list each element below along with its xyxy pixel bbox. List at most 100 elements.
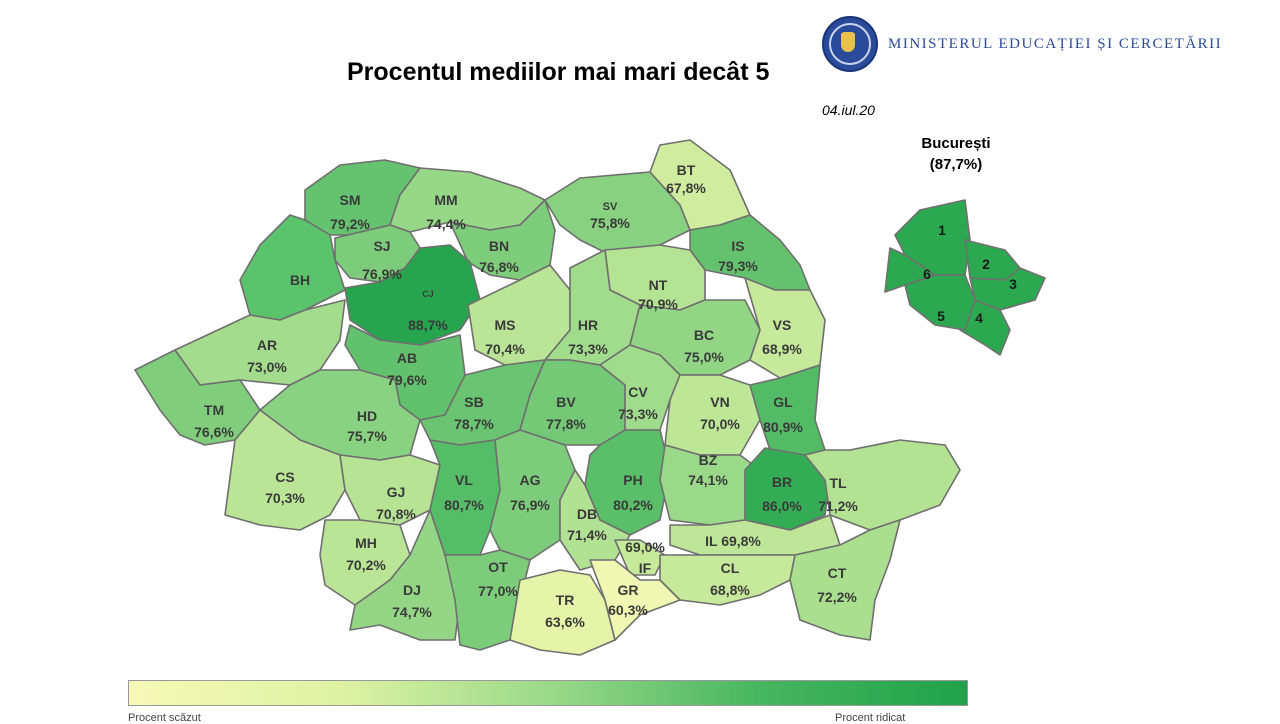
county-value-hd: 75,7% — [347, 428, 387, 444]
county-code-bz: BZ — [699, 452, 718, 468]
county-cs — [224, 409, 346, 531]
bucuresti-sector-label-4: 4 — [975, 310, 983, 326]
county-value-if: 69,0% — [625, 539, 665, 555]
county-code-gl: GL — [773, 394, 793, 410]
legend-high-label: Procent ridicat — [835, 712, 906, 724]
bucuresti-value: (87,7%) — [929, 156, 983, 173]
ministry-header: Ministerul Educației și Cercetării — [822, 16, 1222, 72]
county-code-tl: TL — [829, 475, 847, 491]
county-vn — [664, 374, 761, 456]
color-scale-legend — [128, 680, 968, 706]
county-code-cj: CJ — [422, 289, 434, 299]
county-code-ag: AG — [520, 472, 541, 488]
county-value-ot: 77,0% — [478, 583, 518, 599]
county-bn — [449, 199, 556, 281]
county-dj — [349, 509, 461, 641]
county-ct — [789, 519, 901, 641]
county-code-db: DB — [577, 506, 597, 522]
county-value-bt: 67,8% — [666, 180, 706, 196]
county-code-vs: VS — [773, 317, 792, 333]
legend-low-label: Procent scăzut — [128, 712, 201, 724]
county-value-cv: 73,3% — [618, 406, 658, 422]
county-value-cl: 68,8% — [710, 582, 750, 598]
county-value-ab: 79,6% — [387, 372, 427, 388]
county-code-bv: BV — [556, 394, 576, 410]
county-code-bc: BC — [694, 327, 714, 343]
county-code-cl: CL — [721, 560, 740, 576]
county-gl — [749, 364, 826, 456]
county-code-sb: SB — [464, 394, 483, 410]
county-code-gj: GJ — [387, 484, 406, 500]
county-value-vn: 70,0% — [700, 416, 740, 432]
county-value-tl: 71,2% — [818, 498, 858, 514]
map-date: 04.iul.20 — [822, 102, 875, 118]
county-tl — [804, 439, 961, 531]
county-value-br: 86,0% — [762, 498, 802, 514]
county-value-gr: 60,3% — [608, 602, 648, 618]
county-code-ab: AB — [397, 350, 417, 366]
county-value-gj: 70,8% — [376, 506, 416, 522]
county-value-mm: 74,4% — [426, 216, 466, 232]
county-value-bn: 76,8% — [479, 259, 519, 275]
county-value-tr: 63,6% — [545, 614, 585, 630]
county-code-vn: VN — [710, 394, 729, 410]
bucuresti-inset-title: București (87,7%) — [896, 133, 1016, 175]
bucuresti-sector-label-5: 5 — [937, 308, 945, 324]
county-code-tm: TM — [204, 402, 224, 418]
county-labels: SM 79,2% MM 74,4% SV 75,8% BT 67,8% SJ 76,9% BN 76,… — [194, 162, 858, 630]
county-value-cj: 88,7% — [408, 317, 448, 333]
county-code-vl: VL — [455, 472, 473, 488]
ministry-name: Ministerul Educației și Cercetării — [888, 35, 1223, 52]
county-value-db: 71,4% — [567, 527, 607, 543]
bucuresti-sector-label-6: 6 — [923, 266, 931, 282]
county-code-if: IF — [639, 560, 652, 576]
county-value-ag: 76,9% — [510, 497, 550, 513]
county-code-tr: TR — [556, 592, 575, 608]
bucuresti-sector-4 — [959, 299, 1011, 356]
bucuresti-sector-label-1: 1 — [938, 222, 946, 238]
county-value-hr: 73,3% — [568, 341, 608, 357]
county-code-cv: CV — [628, 384, 648, 400]
bucuresti-sector-6 — [884, 247, 936, 293]
county-code-dj: DJ — [403, 582, 421, 598]
bucuresti-sector-label-3: 3 — [1009, 276, 1017, 292]
county-label-il: IL 69,8% — [705, 533, 761, 549]
county-value-bc: 75,0% — [684, 349, 724, 365]
county-code-mh: MH — [355, 535, 377, 551]
county-code-ot: OT — [488, 559, 508, 575]
county-value-ph: 80,2% — [613, 497, 653, 513]
county-value-ct: 72,2% — [817, 589, 857, 605]
ministry-seal-logo — [822, 16, 878, 72]
county-code-hd: HD — [357, 408, 377, 424]
county-value-gl: 80,9% — [763, 419, 803, 435]
map-title: Procentul mediilor mai mari decât 5 — [347, 58, 770, 86]
county-code-cs: CS — [275, 469, 294, 485]
county-value-mh: 70,2% — [346, 557, 386, 573]
county-code-ar: AR — [257, 337, 277, 353]
county-is — [689, 214, 811, 291]
county-code-sm: SM — [340, 192, 361, 208]
county-code-sj: SJ — [373, 238, 390, 254]
county-value-vl: 80,7% — [444, 497, 484, 513]
county-code-bh: BH — [290, 272, 310, 288]
county-value-cs: 70,3% — [265, 490, 305, 506]
county-code-mm: MM — [434, 192, 457, 208]
county-code-hr: HR — [578, 317, 598, 333]
county-value-sv: 75,8% — [590, 215, 630, 231]
county-code-ph: PH — [623, 472, 642, 488]
county-code-ct: CT — [828, 565, 847, 581]
county-value-sb: 78,7% — [454, 416, 494, 432]
county-code-bn: BN — [489, 238, 509, 254]
bucuresti-sector-label-2: 2 — [982, 256, 990, 272]
county-value-bv: 77,8% — [546, 416, 586, 432]
bucuresti-sector-5 — [904, 274, 976, 331]
bucuresti-sectors: 1 2 3 4 5 6 — [884, 199, 1046, 356]
county-cl — [659, 554, 796, 606]
county-code-is: IS — [731, 238, 744, 254]
county-vl — [429, 439, 501, 556]
county-code-nt: NT — [649, 277, 668, 293]
county-code-gr: GR — [618, 582, 639, 598]
county-value-is: 79,3% — [718, 258, 758, 274]
county-value-ar: 73,0% — [247, 359, 287, 375]
